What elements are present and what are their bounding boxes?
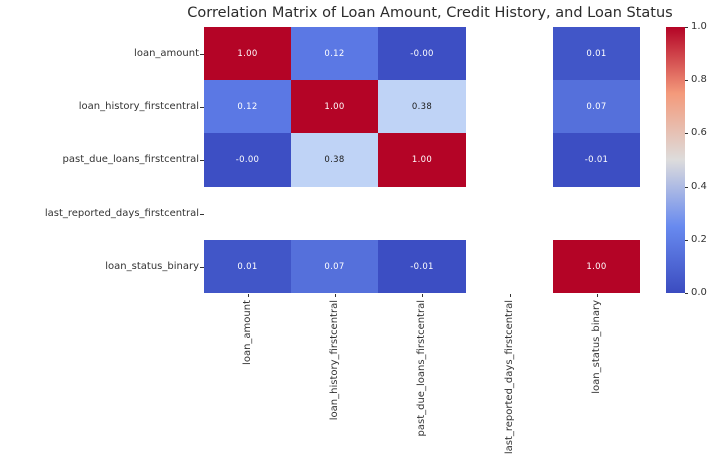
heatmap-cell <box>291 187 378 240</box>
x-tick-label: last_reported_days_firstcentral <box>503 300 515 454</box>
cell-value: 1.00 <box>586 261 607 272</box>
heatmap-cell: 1.00 <box>553 240 640 293</box>
heatmap-cell <box>466 27 553 80</box>
colorbar-tick-label: 0.4 <box>691 180 707 192</box>
y-tick-label: loan_history_firstcentral <box>78 100 199 112</box>
heatmap-cell: 0.12 <box>204 80 291 133</box>
colorbar-tick-mark <box>685 80 688 82</box>
colorbar-tick-mark <box>685 27 688 28</box>
cell-value: -0.01 <box>410 261 434 272</box>
colorbar-tick-mark <box>685 186 688 188</box>
y-tick-mark <box>200 160 204 161</box>
chart-title: Correlation Matrix of Loan Amount, Credi… <box>187 5 673 21</box>
heatmap-cell <box>466 240 553 293</box>
cell-value: 0.01 <box>586 48 607 59</box>
cell-value: -0.00 <box>235 155 260 165</box>
cell-value: -0.01 <box>584 155 609 165</box>
cell-value: 0.12 <box>324 48 345 59</box>
y-tick-label: past_due_loans_firstcentral <box>62 154 199 165</box>
y-tick-mark <box>200 106 204 108</box>
heatmap-cell: -0.01 <box>378 240 466 293</box>
colorbar-tick-label: 0.6 <box>691 127 707 139</box>
y-tick-mark <box>200 213 204 215</box>
cell-value: 0.07 <box>324 261 345 272</box>
x-tick-mark <box>247 293 249 297</box>
x-tick-label: past_due_loans_firstcentral <box>416 300 427 437</box>
heatmap-cell <box>204 187 291 240</box>
colorbar-tick-mark <box>685 239 688 241</box>
cell-value: 0.12 <box>237 101 258 112</box>
heatmap-cell: 0.01 <box>204 240 291 293</box>
cell-value: 0.01 <box>237 261 258 272</box>
colorbar-tick-label: 0.2 <box>691 233 707 245</box>
x-tick-mark <box>334 293 336 297</box>
heatmap-cell: 0.07 <box>291 240 378 293</box>
cell-value: 0.38 <box>324 155 345 165</box>
x-tick-mark <box>596 293 598 297</box>
cell-value: 1.00 <box>237 48 258 59</box>
heatmap-cell: 0.07 <box>553 80 640 133</box>
heatmap-cell <box>553 187 640 240</box>
heatmap-cell: 0.38 <box>378 80 466 133</box>
y-tick-label: last_reported_days_firstcentral <box>44 207 199 219</box>
y-tick-label: loan_amount <box>134 47 199 59</box>
cell-value: 1.00 <box>324 101 345 112</box>
x-tick-label: loan_status_binary <box>590 300 602 394</box>
heatmap-cell <box>466 80 553 133</box>
colorbar-tick-label: 0.8 <box>691 74 707 86</box>
colorbar-tick-label: 0.0 <box>691 287 707 298</box>
y-tick-label: loan_status_binary <box>105 260 199 272</box>
x-tick-label: loan_amount <box>241 300 253 365</box>
colorbar-tick-label: 1.0 <box>691 21 707 32</box>
x-tick-mark <box>422 293 423 297</box>
heatmap-cell: 1.00 <box>378 133 466 187</box>
x-tick-mark <box>509 293 511 297</box>
heatmap-cell: -0.01 <box>553 133 640 187</box>
heatmap-cell <box>378 187 466 240</box>
heatmap-cell: 1.00 <box>291 80 378 133</box>
cell-value: 0.07 <box>586 101 607 112</box>
heatmap-cell <box>466 133 553 187</box>
heatmap-cell: 0.01 <box>553 27 640 80</box>
heatmap-cell: 0.12 <box>291 27 378 80</box>
heatmap-cell: -0.00 <box>378 27 466 80</box>
cell-value: 1.00 <box>411 155 433 165</box>
y-tick-mark <box>200 53 204 55</box>
colorbar-tick-mark <box>685 293 688 294</box>
cell-value: -0.00 <box>410 48 434 59</box>
cell-value: 0.38 <box>411 101 433 112</box>
heatmap-cell: 1.00 <box>204 27 291 80</box>
y-tick-mark <box>200 266 204 268</box>
heatmap-cell: -0.00 <box>204 133 291 187</box>
x-tick-label: loan_history_firstcentral <box>328 300 340 421</box>
colorbar-tick-mark <box>685 133 688 135</box>
colorbar <box>666 27 685 293</box>
heatmap-cell: 0.38 <box>291 133 378 187</box>
heatmap-cell <box>466 187 553 240</box>
